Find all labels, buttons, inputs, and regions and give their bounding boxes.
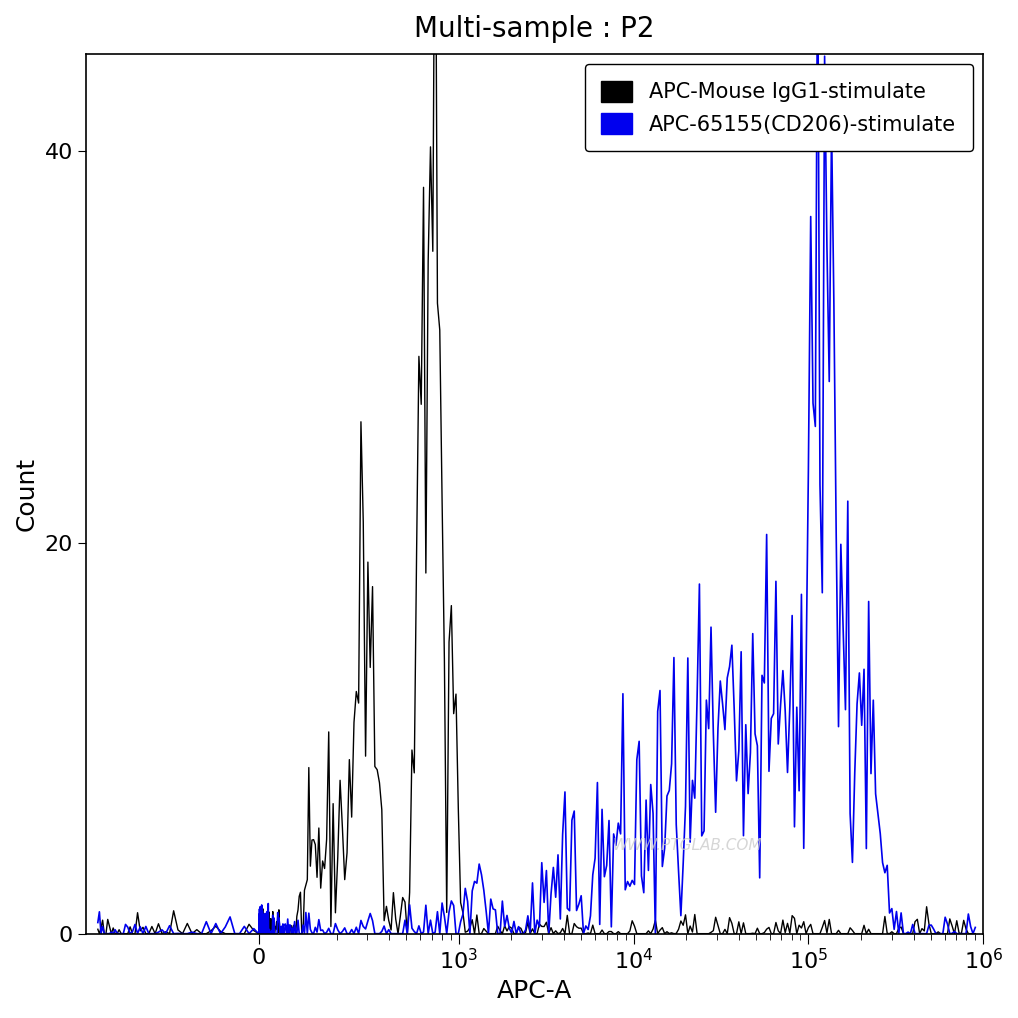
- APC-65155(CD206)-stimulate: [441, 927, 453, 940]
- APC-Mouse IgG1-stimulate: [766, 927, 778, 940]
- APC-65155(CD206)-stimulate: [364, 907, 377, 919]
- APC-65155(CD206)-stimulate: [946, 927, 958, 940]
- Legend: APC-Mouse IgG1-stimulate, APC-65155(CD206)-stimulate: APC-Mouse IgG1-stimulate, APC-65155(CD20…: [584, 64, 973, 152]
- APC-65155(CD206)-stimulate: [372, 927, 384, 940]
- APC-65155(CD206)-stimulate: [95, 927, 107, 940]
- APC-Mouse IgG1-stimulate: [94, 927, 106, 940]
- Title: Multi-sample : P2: Multi-sample : P2: [414, 15, 655, 43]
- Line: APC-Mouse IgG1-stimulate: APC-Mouse IgG1-stimulate: [98, 0, 975, 934]
- APC-Mouse IgG1-stimulate: [372, 764, 384, 776]
- APC-65155(CD206)-stimulate: [969, 921, 981, 934]
- APC-Mouse IgG1-stimulate: [364, 662, 377, 674]
- APC-Mouse IgG1-stimulate: [506, 922, 518, 935]
- APC-Mouse IgG1-stimulate: [946, 920, 958, 932]
- Line: APC-65155(CD206)-stimulate: APC-65155(CD206)-stimulate: [98, 0, 975, 934]
- APC-Mouse IgG1-stimulate: [92, 923, 104, 936]
- Y-axis label: Count: Count: [15, 457, 39, 530]
- APC-65155(CD206)-stimulate: [92, 916, 104, 928]
- X-axis label: APC-A: APC-A: [497, 979, 572, 1003]
- APC-Mouse IgG1-stimulate: [969, 927, 981, 940]
- APC-65155(CD206)-stimulate: [503, 922, 515, 935]
- Text: WWW.PTGLAB.COM: WWW.PTGLAB.COM: [613, 838, 762, 853]
- APC-Mouse IgG1-stimulate: [443, 636, 455, 648]
- APC-65155(CD206)-stimulate: [762, 766, 775, 778]
